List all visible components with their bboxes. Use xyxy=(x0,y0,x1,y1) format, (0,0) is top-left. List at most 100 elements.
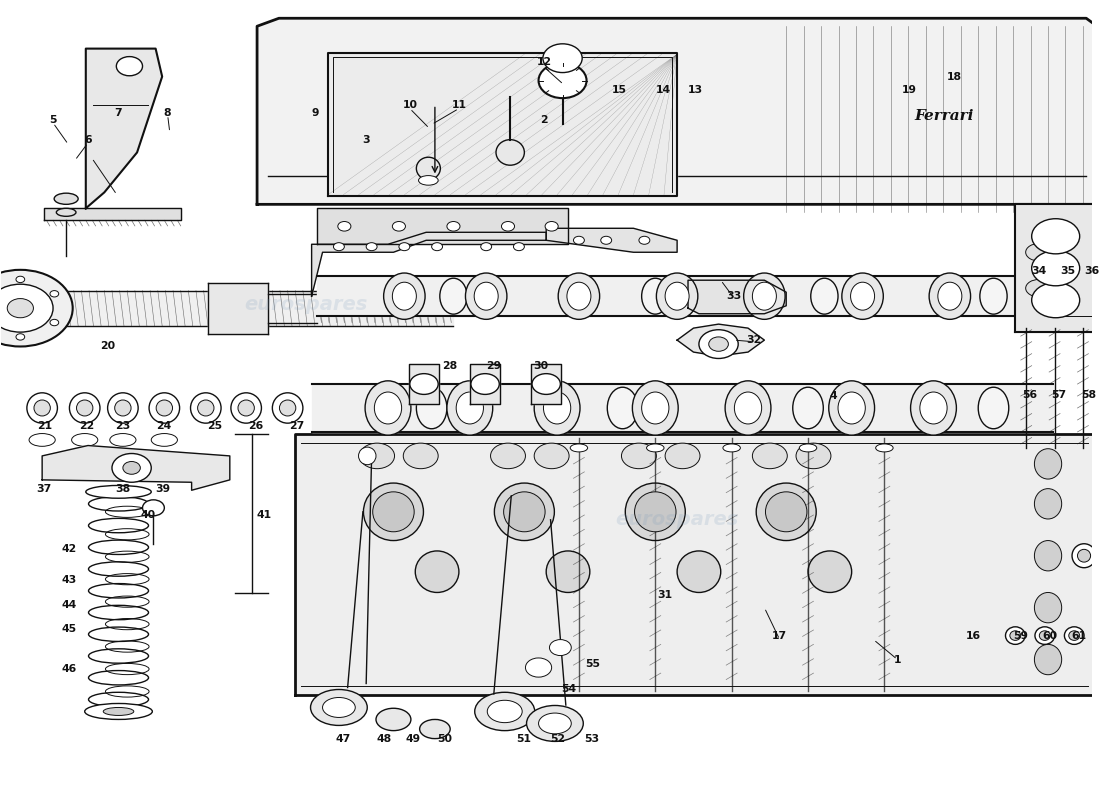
Circle shape xyxy=(621,443,657,469)
Text: 7: 7 xyxy=(114,107,122,118)
Text: 31: 31 xyxy=(658,590,673,600)
Text: 11: 11 xyxy=(451,99,466,110)
Ellipse shape xyxy=(725,381,771,435)
Circle shape xyxy=(698,330,738,358)
Ellipse shape xyxy=(632,381,679,435)
Polygon shape xyxy=(268,294,317,322)
Polygon shape xyxy=(409,364,439,404)
Ellipse shape xyxy=(1034,449,1062,479)
Ellipse shape xyxy=(56,208,76,216)
Ellipse shape xyxy=(150,393,179,423)
Ellipse shape xyxy=(26,393,57,423)
Ellipse shape xyxy=(566,282,591,310)
Ellipse shape xyxy=(1005,627,1025,644)
Ellipse shape xyxy=(418,175,438,185)
Text: 46: 46 xyxy=(62,664,77,674)
Polygon shape xyxy=(42,446,230,490)
Circle shape xyxy=(639,236,650,244)
Circle shape xyxy=(123,462,141,474)
Ellipse shape xyxy=(808,551,851,593)
Text: 1: 1 xyxy=(893,654,901,665)
Text: Ferrari: Ferrari xyxy=(915,110,975,123)
Ellipse shape xyxy=(930,273,970,319)
Text: 6: 6 xyxy=(85,135,91,146)
Circle shape xyxy=(666,443,700,469)
Text: 54: 54 xyxy=(561,684,576,694)
Ellipse shape xyxy=(108,393,139,423)
Text: 39: 39 xyxy=(156,485,170,494)
Circle shape xyxy=(0,270,73,346)
Text: 14: 14 xyxy=(656,85,671,95)
Ellipse shape xyxy=(641,278,669,314)
Polygon shape xyxy=(10,290,453,326)
Circle shape xyxy=(1032,218,1080,254)
Ellipse shape xyxy=(811,278,838,314)
Text: 58: 58 xyxy=(1081,390,1096,400)
Ellipse shape xyxy=(635,492,676,532)
Polygon shape xyxy=(678,324,764,356)
Circle shape xyxy=(333,242,344,250)
Ellipse shape xyxy=(238,400,254,416)
Ellipse shape xyxy=(535,381,580,435)
Circle shape xyxy=(543,44,582,73)
Ellipse shape xyxy=(938,282,961,310)
Ellipse shape xyxy=(373,492,415,532)
Circle shape xyxy=(399,242,410,250)
Ellipse shape xyxy=(756,483,816,541)
Text: 8: 8 xyxy=(164,107,172,118)
Text: 52: 52 xyxy=(551,734,565,745)
Circle shape xyxy=(546,222,558,231)
Circle shape xyxy=(532,374,560,394)
Ellipse shape xyxy=(793,387,823,429)
Circle shape xyxy=(16,276,24,282)
Text: 35: 35 xyxy=(1060,266,1075,276)
Ellipse shape xyxy=(527,706,583,742)
Text: 26: 26 xyxy=(249,421,264,430)
Ellipse shape xyxy=(419,719,450,738)
Text: 59: 59 xyxy=(1013,630,1028,641)
Ellipse shape xyxy=(980,278,1008,314)
Ellipse shape xyxy=(54,193,78,204)
Circle shape xyxy=(481,242,492,250)
Circle shape xyxy=(752,443,788,469)
Text: 22: 22 xyxy=(79,421,95,430)
Text: 43: 43 xyxy=(62,574,77,585)
Ellipse shape xyxy=(69,393,100,423)
Circle shape xyxy=(404,443,438,469)
Ellipse shape xyxy=(279,400,296,416)
Ellipse shape xyxy=(752,282,777,310)
Ellipse shape xyxy=(1078,550,1090,562)
Circle shape xyxy=(550,639,571,655)
Ellipse shape xyxy=(29,434,55,446)
Text: 36: 36 xyxy=(1085,266,1099,276)
Ellipse shape xyxy=(641,392,669,424)
Circle shape xyxy=(117,57,143,76)
Polygon shape xyxy=(531,364,561,404)
Ellipse shape xyxy=(850,282,875,310)
Ellipse shape xyxy=(77,400,92,416)
Text: 20: 20 xyxy=(100,341,116,350)
Text: 13: 13 xyxy=(689,85,703,95)
Text: 24: 24 xyxy=(155,421,170,430)
Ellipse shape xyxy=(417,387,447,429)
Ellipse shape xyxy=(766,492,807,532)
Ellipse shape xyxy=(735,392,761,424)
Ellipse shape xyxy=(475,692,535,730)
Circle shape xyxy=(447,222,460,231)
Text: 32: 32 xyxy=(746,335,761,345)
Circle shape xyxy=(491,443,526,469)
Ellipse shape xyxy=(1010,630,1021,640)
Text: 21: 21 xyxy=(36,421,52,430)
Ellipse shape xyxy=(842,273,883,319)
Text: 18: 18 xyxy=(947,71,961,82)
Polygon shape xyxy=(317,276,1048,316)
Text: 34: 34 xyxy=(1032,266,1047,276)
Circle shape xyxy=(16,334,24,340)
Text: 29: 29 xyxy=(486,361,502,370)
Ellipse shape xyxy=(1034,593,1062,623)
Circle shape xyxy=(393,222,406,231)
Ellipse shape xyxy=(494,483,554,541)
Ellipse shape xyxy=(920,392,947,424)
Ellipse shape xyxy=(1065,627,1084,644)
Ellipse shape xyxy=(103,707,134,715)
